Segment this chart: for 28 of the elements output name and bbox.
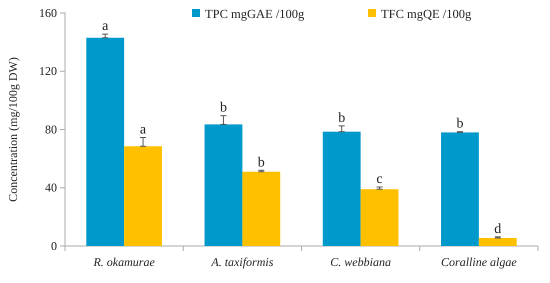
bar: [86, 38, 124, 246]
y-tick-label: 40: [45, 180, 57, 195]
x-tick-label: A. taxiformis: [210, 254, 274, 269]
data-label: b: [258, 155, 265, 170]
bar: [322, 132, 361, 246]
y-tick-label: 120: [39, 64, 57, 78]
y-tick-label: 160: [39, 6, 57, 20]
y-tick-label: 80: [45, 122, 57, 136]
data-label: b: [338, 110, 346, 126]
data-label: a: [102, 19, 110, 34]
legend-label: TPC mgGAE /100g: [205, 7, 306, 21]
y-tick-label: 0: [51, 238, 57, 253]
bar: [478, 238, 517, 246]
data-label: a: [140, 122, 147, 138]
data-label: b: [456, 116, 464, 132]
x-tick-label: R. okamurae: [92, 254, 156, 269]
y-axis-title: Concentration (mg/100g DW): [6, 57, 20, 202]
bar: [242, 172, 280, 246]
data-label: d: [494, 222, 502, 237]
data-label: b: [220, 100, 227, 116]
legend-label: TFC mgQE /100g: [381, 7, 472, 21]
data-label: c: [376, 172, 383, 188]
bar: [204, 124, 242, 246]
x-tick-label: Coralline algae: [441, 254, 518, 269]
bar: [360, 189, 398, 246]
bar: [124, 146, 162, 246]
x-tick-label: C. webbiana: [330, 254, 391, 269]
bar: [441, 132, 479, 246]
